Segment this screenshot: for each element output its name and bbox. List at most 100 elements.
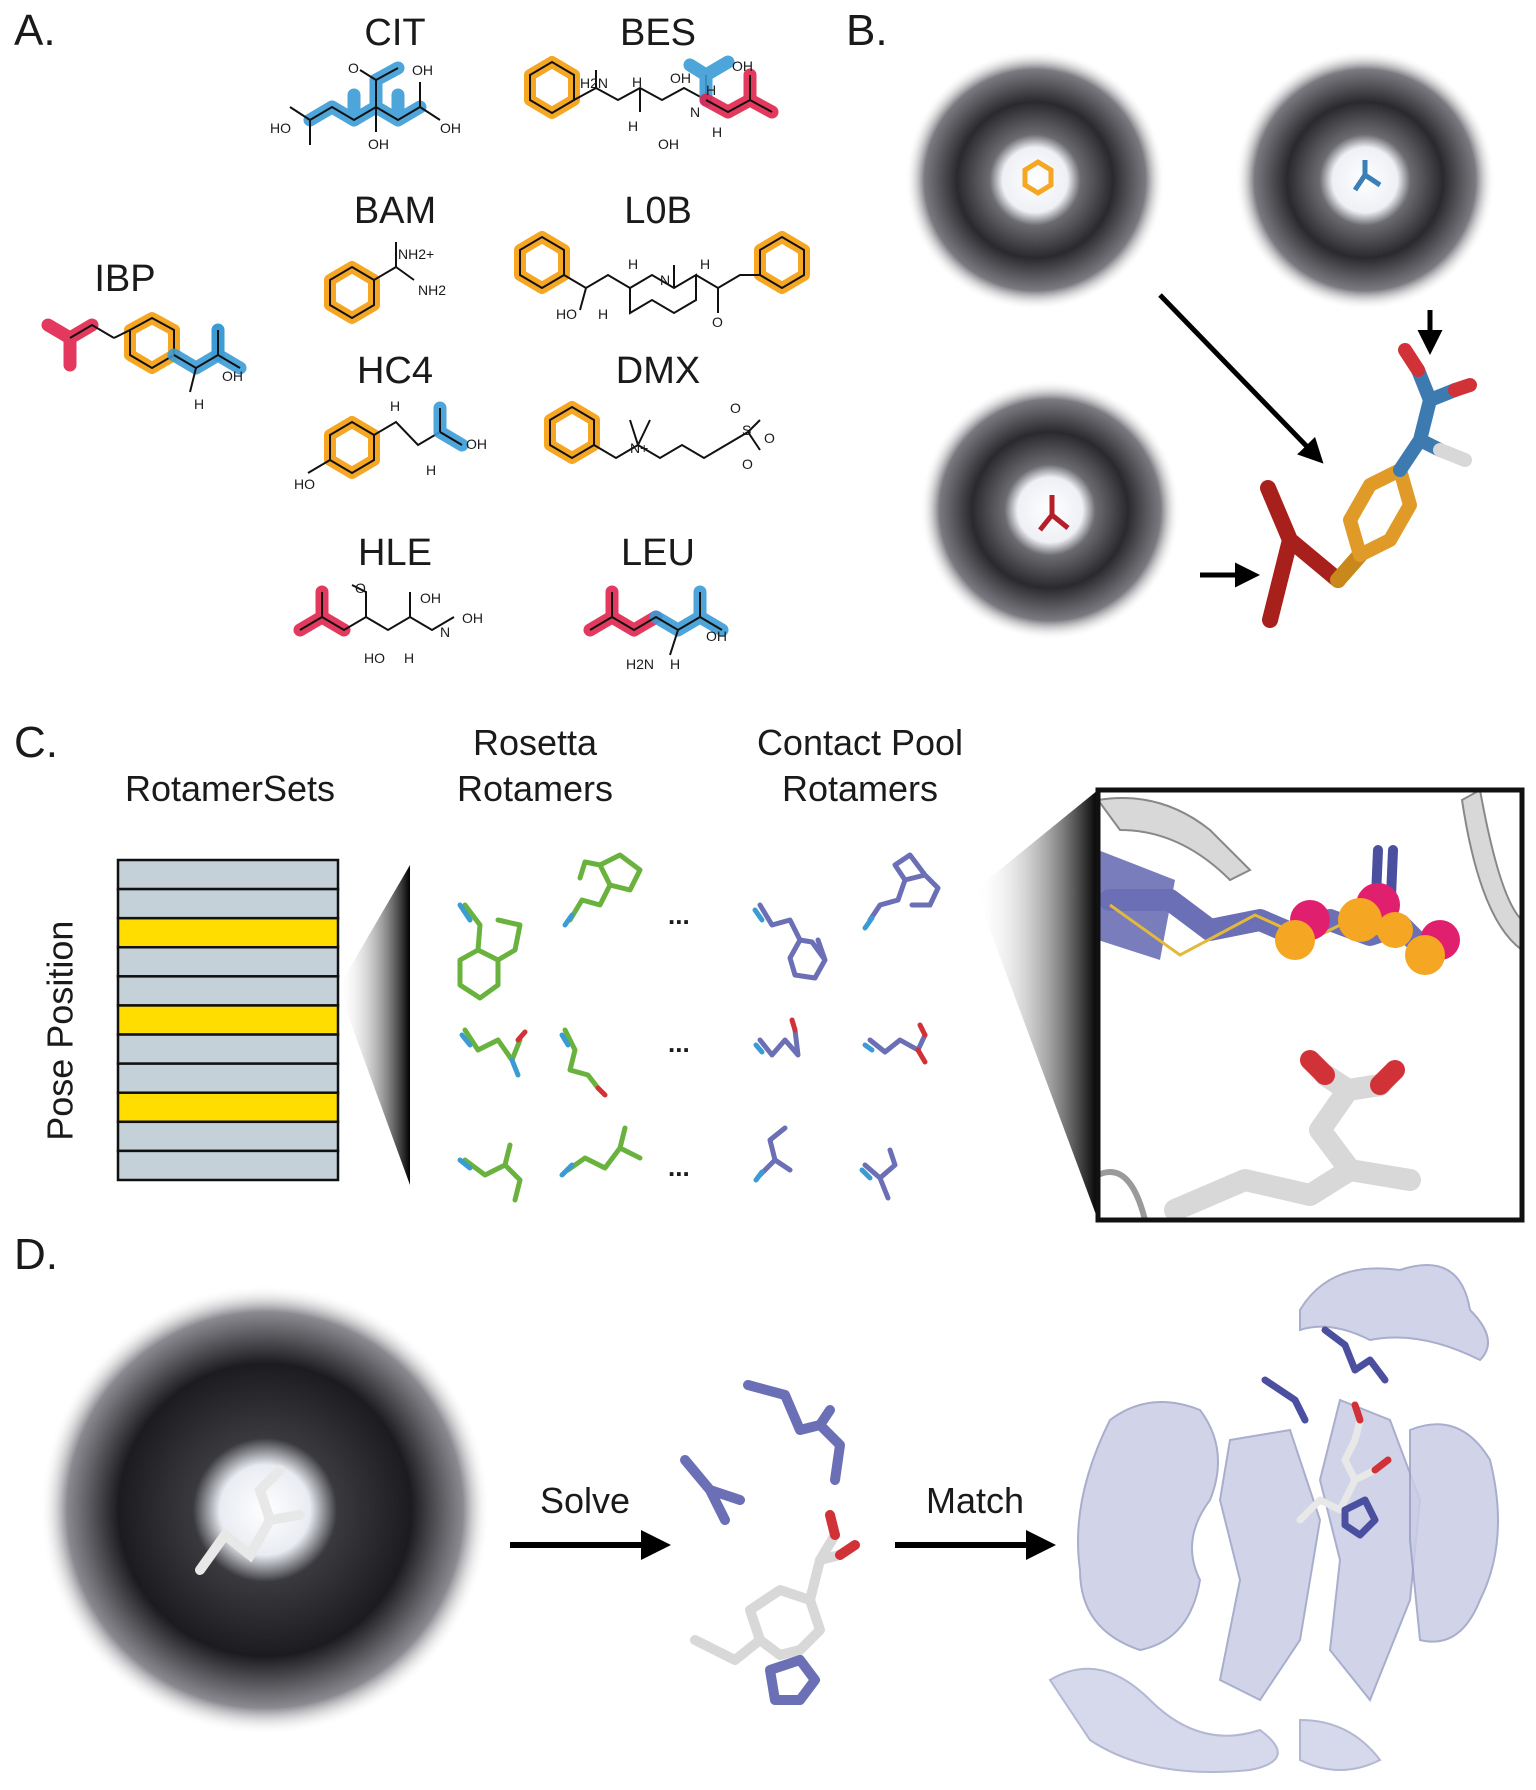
atom-label: NH2+ xyxy=(398,246,435,262)
contact-pool-cluster-carboxyl xyxy=(1235,50,1495,310)
contact-rotamer-trp-1 xyxy=(752,902,828,981)
atom-label: H xyxy=(194,396,205,412)
panel-c-letter: C. xyxy=(14,718,58,767)
isobutyl-fragment xyxy=(1038,495,1070,532)
contact-rotamer-leu-2 xyxy=(859,1147,898,1201)
molecule-ibp xyxy=(41,312,247,393)
contact-pool-rotamers-label-line1: Contact Pool xyxy=(756,722,964,763)
contact-pool-cluster-phenyl xyxy=(905,50,1165,310)
atom-label: O xyxy=(348,60,359,76)
rosetta-rotamers-label-line2: Rotamers xyxy=(456,768,614,809)
atom-label: HO xyxy=(270,120,291,136)
molecule-cit xyxy=(289,61,441,145)
rosetta-rotamers-label-line1: Rosetta xyxy=(472,722,598,763)
atom-label: H xyxy=(598,306,609,322)
atom-label: OH xyxy=(222,368,243,384)
rosetta-rotamer-trp-1 xyxy=(457,902,523,1001)
rosetta-rotamer-chain-2 xyxy=(559,1027,608,1098)
molecule-name-bam: BAM xyxy=(353,190,437,232)
atom-label: H xyxy=(628,118,639,134)
rosetta-rotamer-trp-2 xyxy=(562,852,643,928)
atom-label: N xyxy=(690,104,701,120)
matched-protein-cartoon xyxy=(1048,1264,1499,1773)
rotamer-set-row xyxy=(116,946,340,978)
molecule-hle xyxy=(293,584,455,637)
atom-label: H xyxy=(670,656,681,672)
rotamer-set-row-highlighted xyxy=(116,1091,340,1124)
contact-pool-rotamers-label-line2: Rotamers xyxy=(781,768,939,809)
rosetta-rotamer-leu-2 xyxy=(559,1125,643,1178)
ibuprofen-ligand-stick xyxy=(1260,343,1477,628)
panel-d-letter: D. xyxy=(14,1230,58,1279)
molecule-leu xyxy=(583,585,729,656)
atom-label: N xyxy=(660,272,671,288)
molecule-l0b xyxy=(514,231,810,315)
rotamer-set-row xyxy=(116,1120,340,1153)
atom-label: O xyxy=(355,580,366,596)
atom-label: H2N xyxy=(626,656,655,672)
fan-zoom-inset xyxy=(975,790,1098,1220)
molecule-name-l0b: L0B xyxy=(624,190,692,232)
molecule-hc4 xyxy=(307,401,469,479)
atom-label: H xyxy=(632,74,643,90)
ellipsis-row-2: ... xyxy=(668,1028,690,1058)
atom-label: S xyxy=(742,422,752,438)
atom-label: O xyxy=(742,456,753,472)
ellipsis-row-3: ... xyxy=(668,1152,690,1182)
molecule-name-leu: LEU xyxy=(621,532,695,574)
contact-rotamer-trp-2 xyxy=(862,852,941,931)
atom-label: OH xyxy=(368,136,389,152)
rotamer-set-row-highlighted xyxy=(116,916,340,949)
atom-label: H xyxy=(628,256,639,272)
molecule-name-hc4: HC4 xyxy=(356,350,434,392)
rosetta-rotamer-grid xyxy=(457,852,643,1203)
panel-d xyxy=(40,1264,1499,1773)
carboxyl-fragment xyxy=(1352,160,1382,192)
contact-rotamer-grid xyxy=(752,852,941,1201)
solve-label: Solve xyxy=(539,1480,631,1521)
rosetta-rotamer-chain-1 xyxy=(459,1027,528,1078)
atom-label: HO xyxy=(294,476,315,492)
ellipsis-row-1: ... xyxy=(668,900,690,930)
atom-label: OH xyxy=(412,62,433,78)
panel-a-letter: A. xyxy=(14,6,56,55)
atom-label: N xyxy=(440,624,451,640)
molecule-name-hle: HLE xyxy=(358,532,432,574)
atom-label: O xyxy=(730,400,741,416)
panel-b xyxy=(905,50,1495,640)
rotamersets-label: RotamerSets xyxy=(124,768,336,809)
rotamer-set-stack xyxy=(116,858,340,1182)
molecule-name-ibp: IBP xyxy=(94,258,156,300)
pose-position-label: Pose Position xyxy=(39,920,81,1141)
matched-site xyxy=(1261,1326,1392,1539)
atom-label: HO xyxy=(556,306,577,322)
atom-label: OH xyxy=(462,610,483,626)
atom-label: H xyxy=(390,398,401,414)
atom-label: N+ xyxy=(630,440,649,456)
fan-zoom-rows xyxy=(338,865,410,1185)
rotamer-set-row xyxy=(116,858,340,891)
molecule-bam xyxy=(324,242,415,324)
atom-label: OH xyxy=(732,58,753,74)
rotamer-set-row xyxy=(116,1033,340,1065)
panel-a xyxy=(41,55,810,656)
panel-c xyxy=(116,787,1525,1223)
rotamer-set-row xyxy=(116,887,340,920)
solved-residues xyxy=(680,1380,860,1705)
molecule-name-bes: BES xyxy=(619,12,697,54)
atom-label: H2N xyxy=(580,75,609,91)
molecule-name-dmx: DMX xyxy=(615,350,701,392)
atom-label: H xyxy=(700,256,711,272)
atom-label: OH xyxy=(658,136,679,152)
contact-rotamer-leu-1 xyxy=(753,1125,793,1183)
atom-label: H xyxy=(706,82,717,98)
atom-label: O xyxy=(712,314,723,330)
atom-label: NH2 xyxy=(418,282,447,298)
molecule-dmx xyxy=(544,401,761,464)
cloud-ligand xyxy=(195,1465,305,1575)
rotamer-set-row xyxy=(116,1062,340,1094)
panel-b-letter: B. xyxy=(846,6,888,55)
atom-label: HO xyxy=(364,650,385,666)
rotamer-set-row xyxy=(116,975,340,1007)
atom-label: OH xyxy=(440,120,461,136)
